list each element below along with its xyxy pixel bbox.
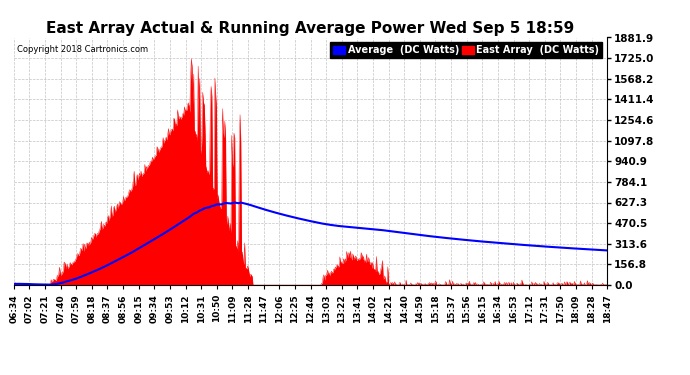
Text: Copyright 2018 Cartronics.com: Copyright 2018 Cartronics.com: [17, 45, 148, 54]
Title: East Array Actual & Running Average Power Wed Sep 5 18:59: East Array Actual & Running Average Powe…: [46, 21, 575, 36]
Legend: Average  (DC Watts), East Array  (DC Watts): Average (DC Watts), East Array (DC Watts…: [330, 42, 602, 58]
